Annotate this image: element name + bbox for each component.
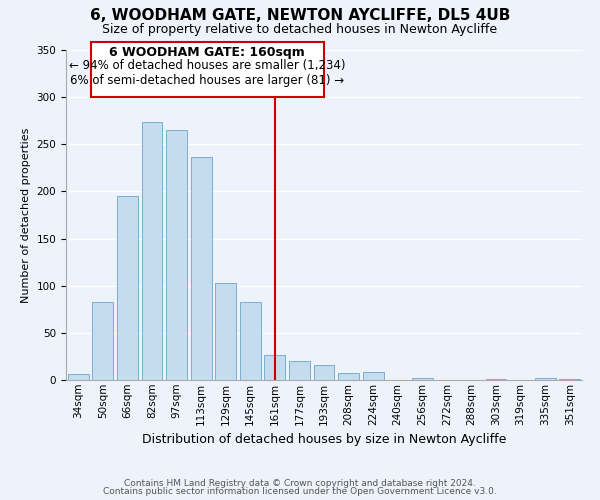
Text: Size of property relative to detached houses in Newton Aycliffe: Size of property relative to detached ho… — [103, 22, 497, 36]
Bar — [265, 354, 286, 380]
Bar — [142, 122, 163, 380]
Bar — [559, 379, 580, 380]
Bar — [362, 372, 383, 380]
Bar — [289, 361, 310, 380]
Text: 6, WOODHAM GATE, NEWTON AYCLIFFE, DL5 4UB: 6, WOODHAM GATE, NEWTON AYCLIFFE, DL5 4U… — [90, 8, 510, 22]
Bar — [68, 374, 89, 380]
FancyBboxPatch shape — [91, 42, 324, 97]
X-axis label: Distribution of detached houses by size in Newton Aycliffe: Distribution of detached houses by size … — [142, 433, 506, 446]
Bar — [412, 378, 433, 380]
Text: Contains HM Land Registry data © Crown copyright and database right 2024.: Contains HM Land Registry data © Crown c… — [124, 478, 476, 488]
Text: ← 94% of detached houses are smaller (1,234): ← 94% of detached houses are smaller (1,… — [69, 60, 346, 72]
Bar — [240, 302, 261, 380]
Bar — [117, 196, 138, 380]
Y-axis label: Number of detached properties: Number of detached properties — [21, 128, 31, 302]
Text: Contains public sector information licensed under the Open Government Licence v3: Contains public sector information licen… — [103, 487, 497, 496]
Bar — [535, 378, 556, 380]
Bar — [485, 379, 506, 380]
Bar — [92, 302, 113, 380]
Text: 6% of semi-detached houses are larger (81) →: 6% of semi-detached houses are larger (8… — [70, 74, 344, 86]
Bar — [314, 365, 334, 380]
Bar — [338, 374, 359, 380]
Bar — [191, 158, 212, 380]
Text: 6 WOODHAM GATE: 160sqm: 6 WOODHAM GATE: 160sqm — [109, 46, 305, 59]
Bar — [166, 130, 187, 380]
Bar — [215, 283, 236, 380]
